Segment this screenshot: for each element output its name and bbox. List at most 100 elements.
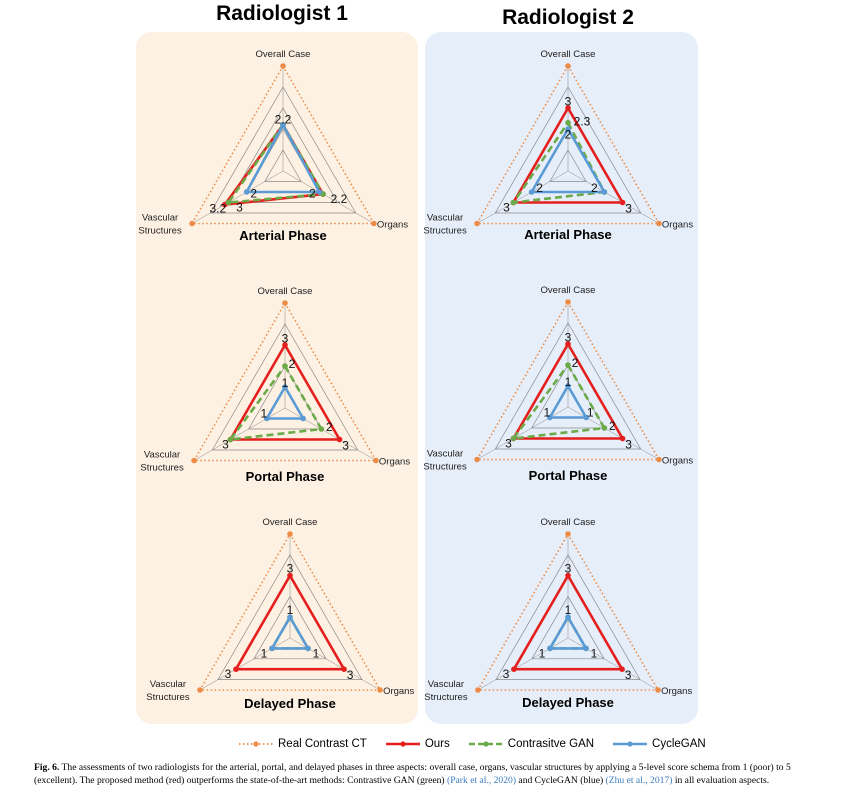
series-point-1-0 (565, 572, 571, 579)
series-point-0-2 (189, 220, 195, 227)
series-line-cyclegan (548, 384, 588, 419)
axis-label-vascular-structures: Vascular Structures (140, 450, 184, 474)
legend: Real Contrast CT Ours Contrasitve GAN Cy… (238, 733, 706, 755)
series-line-cyclegan (548, 615, 588, 650)
axis-label-organs: Organs (662, 456, 693, 467)
series-point-3-2 (243, 189, 250, 195)
value-label-7: 3 (505, 437, 512, 451)
axis-spoke-1 (282, 170, 375, 224)
series-point-1-2 (233, 666, 239, 672)
axis-label-overall-case: Overall Case (541, 517, 596, 528)
value-label-6: 3 (503, 201, 510, 215)
value-label-4: 3 (625, 202, 632, 216)
series-point-2-1 (318, 426, 325, 432)
grid-ring-4 (211, 323, 359, 451)
radar-chart-3: Overall Case Organs Vascular Structures 3 1 1 3… (146, 517, 414, 711)
series-line-real-contrast-ct (476, 301, 660, 461)
axis-label-vascular-structures: Vascular Structures (146, 679, 190, 703)
series-line-cyclegan (270, 615, 310, 650)
value-label-0: 2.2 (275, 113, 292, 127)
value-label-3: 3 (347, 668, 354, 682)
series-point-3-0 (565, 383, 571, 389)
grid-ring-1 (264, 149, 302, 182)
value-label-3: 1 (587, 406, 594, 420)
series-point-3-2 (547, 414, 553, 421)
series-line-real-contrast-ct (191, 65, 375, 225)
series-line-cyclegan (245, 123, 321, 194)
axis-spoke-1 (284, 407, 377, 461)
series-point-3-1 (583, 645, 589, 652)
series-point-2-0 (565, 119, 571, 126)
series-point-0-1 (371, 220, 377, 227)
series-point-1-2 (511, 666, 517, 672)
value-label-1: 1 (565, 603, 572, 617)
series-line-contrasitve-gan (512, 363, 606, 440)
series-point-3-0 (287, 614, 293, 620)
series-point-3-2 (547, 645, 553, 652)
series-point-0-0 (565, 531, 571, 537)
legend-swatch-contrastive (468, 741, 503, 747)
series-line-cyclegan (265, 385, 305, 420)
axis-label-organs: Organs (377, 220, 408, 231)
value-label-2: 1 (565, 375, 572, 389)
series-point-3-1 (300, 415, 306, 422)
series-point-0-2 (474, 456, 480, 463)
value-label-3: 2 (326, 420, 333, 434)
value-label-5: 2 (536, 181, 543, 195)
value-label-5: 3 (625, 438, 632, 452)
series-point-0-2 (475, 687, 481, 693)
series-point-1-0 (565, 105, 571, 111)
value-label-5: 3 (503, 667, 510, 681)
grid-ring-3 (227, 107, 339, 203)
caption-ref-park[interactable]: (Park et al., 2020) (447, 775, 517, 786)
series-point-3-0 (280, 122, 286, 128)
axis-label-overall-case: Overall Case (258, 286, 313, 297)
radar-chart-1: Overall Case Organs Vascular Structures 2.2 2… (138, 49, 408, 243)
legend-item-real-contrast-ct: Real Contrast CT (238, 738, 367, 750)
axis-spoke-2 (191, 170, 284, 224)
value-label-1: 2 (309, 187, 316, 201)
radar-chart-6: Overall Case Organs Vascular Structures 3 1 1 3… (424, 517, 692, 710)
axis-label-organs: Organs (662, 220, 693, 231)
value-label-6: 1 (543, 406, 550, 420)
axis-label-overall-case: Overall Case (541, 49, 596, 60)
value-label-2: 2.2 (331, 192, 348, 206)
legend-label-contrastive: Contrasitve GAN (507, 738, 595, 750)
series-point-0-0 (282, 300, 288, 306)
series-point-2-2 (510, 435, 517, 442)
axis-label-vascular-structures: Vascular Structures (423, 213, 467, 237)
series-point-2-2 (227, 436, 234, 443)
series-point-0-0 (287, 531, 293, 537)
series-line-ours (512, 342, 624, 440)
legend-item-cyclegan: CycleGAN (612, 738, 706, 750)
phase-title: Delayed Phase (244, 696, 336, 711)
axis-spoke-1 (567, 637, 659, 691)
axis-spoke-2 (476, 406, 569, 460)
axis-spoke-2 (477, 637, 569, 691)
axis-spoke-1 (289, 637, 381, 691)
series-point-1-0 (282, 342, 288, 348)
series-point-1-1 (619, 199, 626, 206)
caption-ref-zhu[interactable]: (Zhu et al., 2017) (605, 775, 673, 786)
series-point-1-0 (565, 341, 571, 347)
series-point-1-1 (336, 436, 343, 443)
panel-radiologist-2 (425, 32, 698, 724)
series-point-1-1 (619, 435, 626, 442)
axis-spoke-1 (567, 170, 660, 224)
column-title-radiologist-1: Radiologist 1 (216, 2, 348, 25)
value-label-2: 1 (313, 646, 320, 660)
series-point-0-0 (280, 63, 286, 69)
value-label-3: 2 (591, 181, 598, 195)
value-label-0: 3 (287, 561, 294, 575)
series-point-1-0 (287, 572, 293, 579)
axis-spoke-2 (193, 407, 286, 461)
value-label-4: 3 (236, 201, 243, 215)
grid-ring-2 (253, 595, 327, 660)
series-line-ours (234, 574, 346, 671)
value-label-3: 3 (625, 668, 632, 682)
series-line-real-contrast-ct (476, 65, 660, 225)
series-point-3-2 (528, 189, 535, 195)
axis-label-overall-case: Overall Case (541, 285, 596, 296)
series-point-0-2 (191, 457, 197, 464)
